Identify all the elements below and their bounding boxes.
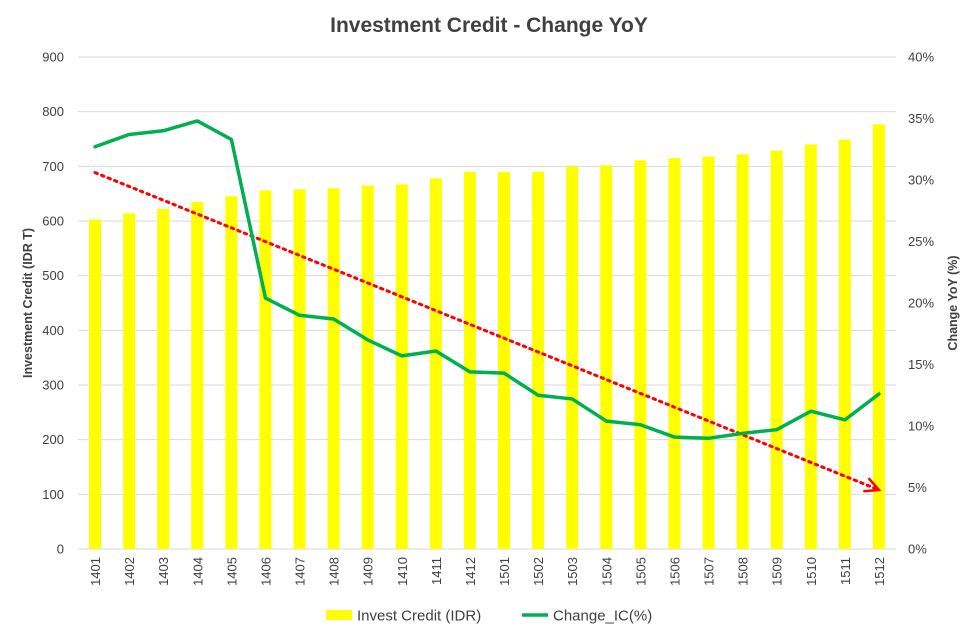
bar-1503 bbox=[566, 166, 579, 550]
y-tick-label: 100 bbox=[42, 487, 64, 502]
x-tick-label: 1504 bbox=[599, 557, 614, 586]
x-tick-label: 1401 bbox=[88, 557, 103, 586]
y-tick-label: 200 bbox=[42, 432, 64, 447]
y-tick-label: 600 bbox=[42, 214, 64, 229]
bar-1506 bbox=[668, 158, 681, 549]
left-axis-ticks: 0 100 200 300 400 500 600 700 800 900 bbox=[42, 50, 64, 557]
bar-1412 bbox=[463, 171, 476, 550]
y-tick-label: 900 bbox=[42, 50, 64, 65]
x-tick-label: 1502 bbox=[531, 557, 546, 586]
y-tick-label: 400 bbox=[42, 323, 64, 338]
y2-tick-label: 5% bbox=[908, 480, 927, 495]
bar-1410 bbox=[395, 184, 408, 549]
bar-1501 bbox=[498, 171, 511, 550]
y-tick-label: 700 bbox=[42, 159, 64, 174]
right-axis-ticks: 0% 5% 10% 15% 20% 25% 30% 35% 40% bbox=[908, 50, 934, 557]
bar-1512 bbox=[872, 124, 885, 550]
bar-1511 bbox=[838, 139, 851, 549]
bar-1403 bbox=[157, 208, 170, 549]
bar-1408 bbox=[327, 188, 340, 549]
x-tick-label: 1410 bbox=[395, 557, 410, 586]
y2-tick-label: 15% bbox=[908, 357, 934, 372]
y-tick-label: 300 bbox=[42, 378, 64, 393]
bar-1510 bbox=[804, 144, 817, 549]
y2-tick-label: 20% bbox=[908, 296, 934, 311]
x-tick-label: 1511 bbox=[838, 557, 853, 585]
x-tick-label: 1403 bbox=[156, 557, 171, 586]
y-tick-label: 0 bbox=[57, 542, 64, 557]
x-tick-label: 1501 bbox=[497, 557, 512, 586]
trendline-arrowhead bbox=[863, 477, 882, 493]
x-tick-label: 1408 bbox=[327, 557, 342, 586]
trendline bbox=[93, 171, 882, 493]
trendline-path bbox=[93, 171, 881, 492]
x-tick-label: 1505 bbox=[633, 557, 648, 586]
y-axis-title: Investment Credit (IDR T) bbox=[21, 228, 35, 378]
x-tick-label: 1512 bbox=[872, 557, 887, 586]
bar-1505 bbox=[634, 160, 647, 549]
bar-1502 bbox=[532, 171, 545, 550]
legend: Invest Credit (IDR) Change_IC(%) bbox=[326, 608, 652, 625]
x-tick-label: 1510 bbox=[804, 557, 819, 586]
x-tick-label: 1509 bbox=[770, 557, 785, 586]
x-tick-label: 1409 bbox=[361, 557, 376, 586]
legend-label-line: Change_IC(%) bbox=[553, 608, 652, 625]
bar-1411 bbox=[429, 178, 442, 550]
legend-swatch-bar bbox=[326, 610, 352, 620]
bar-1404 bbox=[191, 201, 204, 549]
x-tick-label: 1411 bbox=[429, 557, 444, 585]
y-tick-label: 500 bbox=[42, 268, 64, 283]
x-tick-label: 1407 bbox=[293, 557, 308, 586]
bar-1401 bbox=[89, 219, 102, 550]
y2-tick-label: 30% bbox=[908, 173, 934, 188]
x-tick-label: 1402 bbox=[122, 557, 137, 586]
x-tick-label: 1503 bbox=[565, 557, 580, 586]
y2-tick-label: 0% bbox=[908, 542, 927, 557]
y2-axis-title: Change YoY (%) bbox=[946, 255, 960, 350]
bar-1405 bbox=[225, 196, 238, 549]
x-tick-label: 1506 bbox=[667, 557, 682, 586]
y2-tick-label: 40% bbox=[908, 50, 934, 65]
x-tick-label: 1404 bbox=[190, 557, 205, 586]
x-tick-label: 1405 bbox=[224, 557, 239, 586]
x-tick-label: 1412 bbox=[463, 557, 478, 586]
bar-1509 bbox=[770, 150, 783, 550]
x-tick-label: 1507 bbox=[702, 557, 717, 586]
bar-1407 bbox=[293, 189, 306, 549]
bar-1402 bbox=[123, 213, 136, 549]
bar-1507 bbox=[702, 156, 715, 549]
y2-tick-label: 35% bbox=[908, 111, 934, 126]
bar-1508 bbox=[736, 154, 749, 549]
x-tick-label: 1508 bbox=[736, 557, 751, 586]
x-axis-ticks: 1401 1402 1403 1404 1405 1406 1407 1408 1409 1410… bbox=[88, 557, 887, 586]
legend-label-bar: Invest Credit (IDR) bbox=[357, 608, 481, 625]
chart-title: Investment Credit - Change YoY bbox=[330, 14, 648, 37]
line-series bbox=[93, 119, 881, 441]
y-tick-label: 800 bbox=[42, 104, 64, 119]
bar-1504 bbox=[600, 165, 613, 550]
x-tick-label: 1406 bbox=[258, 557, 273, 586]
bar-series bbox=[89, 124, 885, 550]
y2-tick-label: 25% bbox=[908, 234, 934, 249]
y2-tick-label: 10% bbox=[908, 419, 934, 434]
bar-1409 bbox=[361, 185, 374, 549]
line-change-ic bbox=[93, 119, 881, 441]
